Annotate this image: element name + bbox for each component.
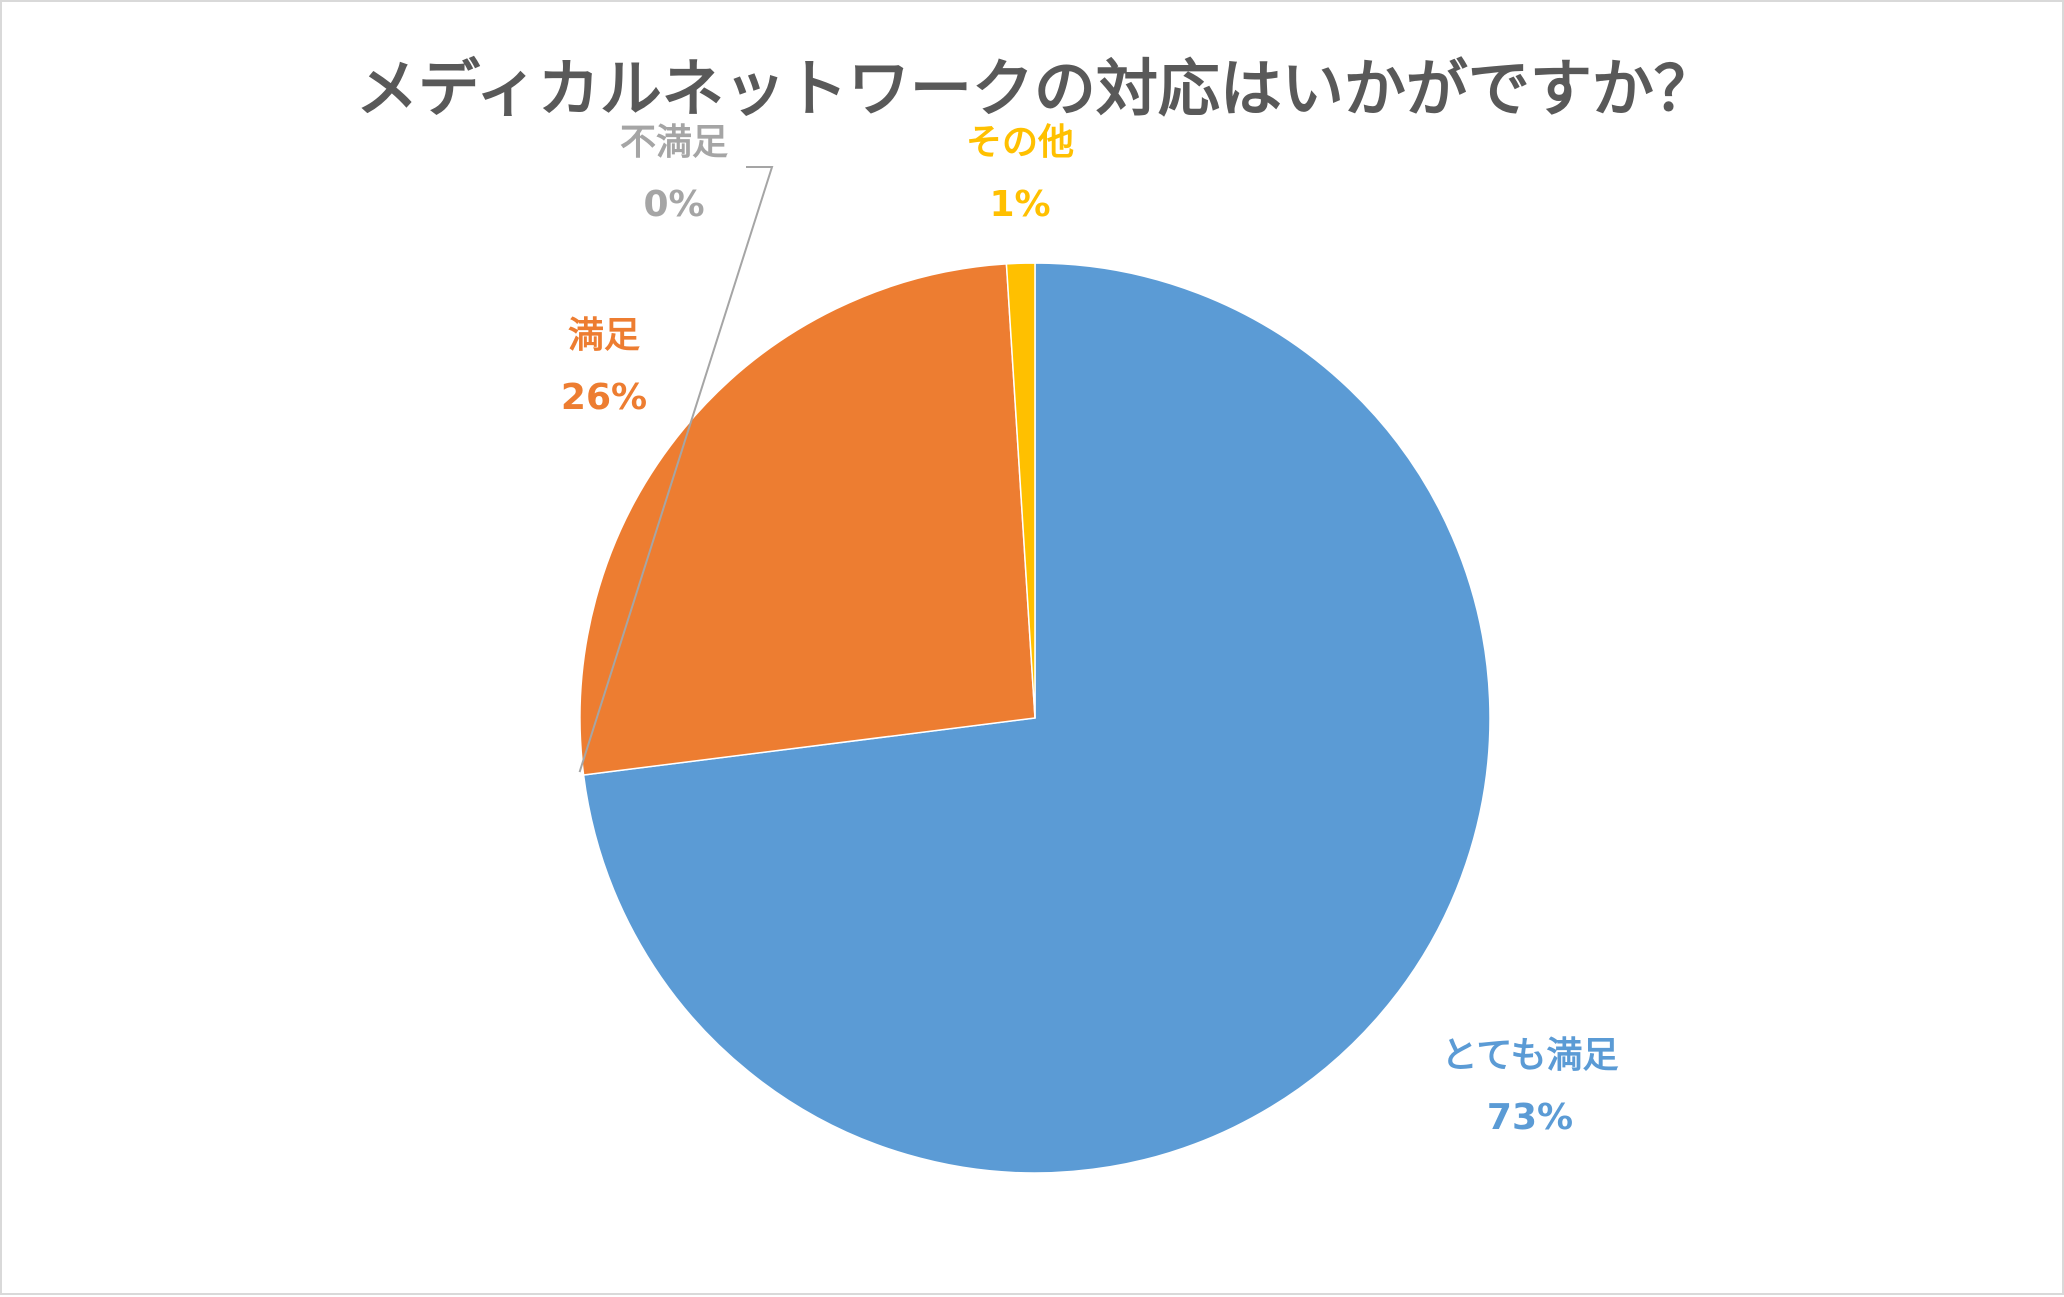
pie-slice-3 <box>1005 262 1036 719</box>
slice-value-2: 26% <box>561 377 647 418</box>
pie-slice-0 <box>582 262 1491 1174</box>
slice-label-1: 不満足 <box>620 122 728 163</box>
chart-title: メディカルネットワークの対応はいかがですか？ <box>356 52 1716 125</box>
slice-label-2: 満足 <box>568 315 640 356</box>
slice-label-3: その他 <box>966 122 1074 163</box>
slice-value-0: 73% <box>1487 1097 1573 1138</box>
pie-slices <box>579 262 1491 1174</box>
leader-lines <box>578 166 774 773</box>
slice-value-3: 1% <box>989 184 1050 225</box>
slice-label-0: とても満足 <box>1441 1035 1618 1076</box>
slice-value-1: 0% <box>643 184 704 225</box>
data-labels: とても満足 73% 不満足 0% 満足 26% その他 1% <box>561 122 1619 1138</box>
leader-line-1 <box>578 166 774 773</box>
pie-slice-2 <box>579 263 1036 776</box>
